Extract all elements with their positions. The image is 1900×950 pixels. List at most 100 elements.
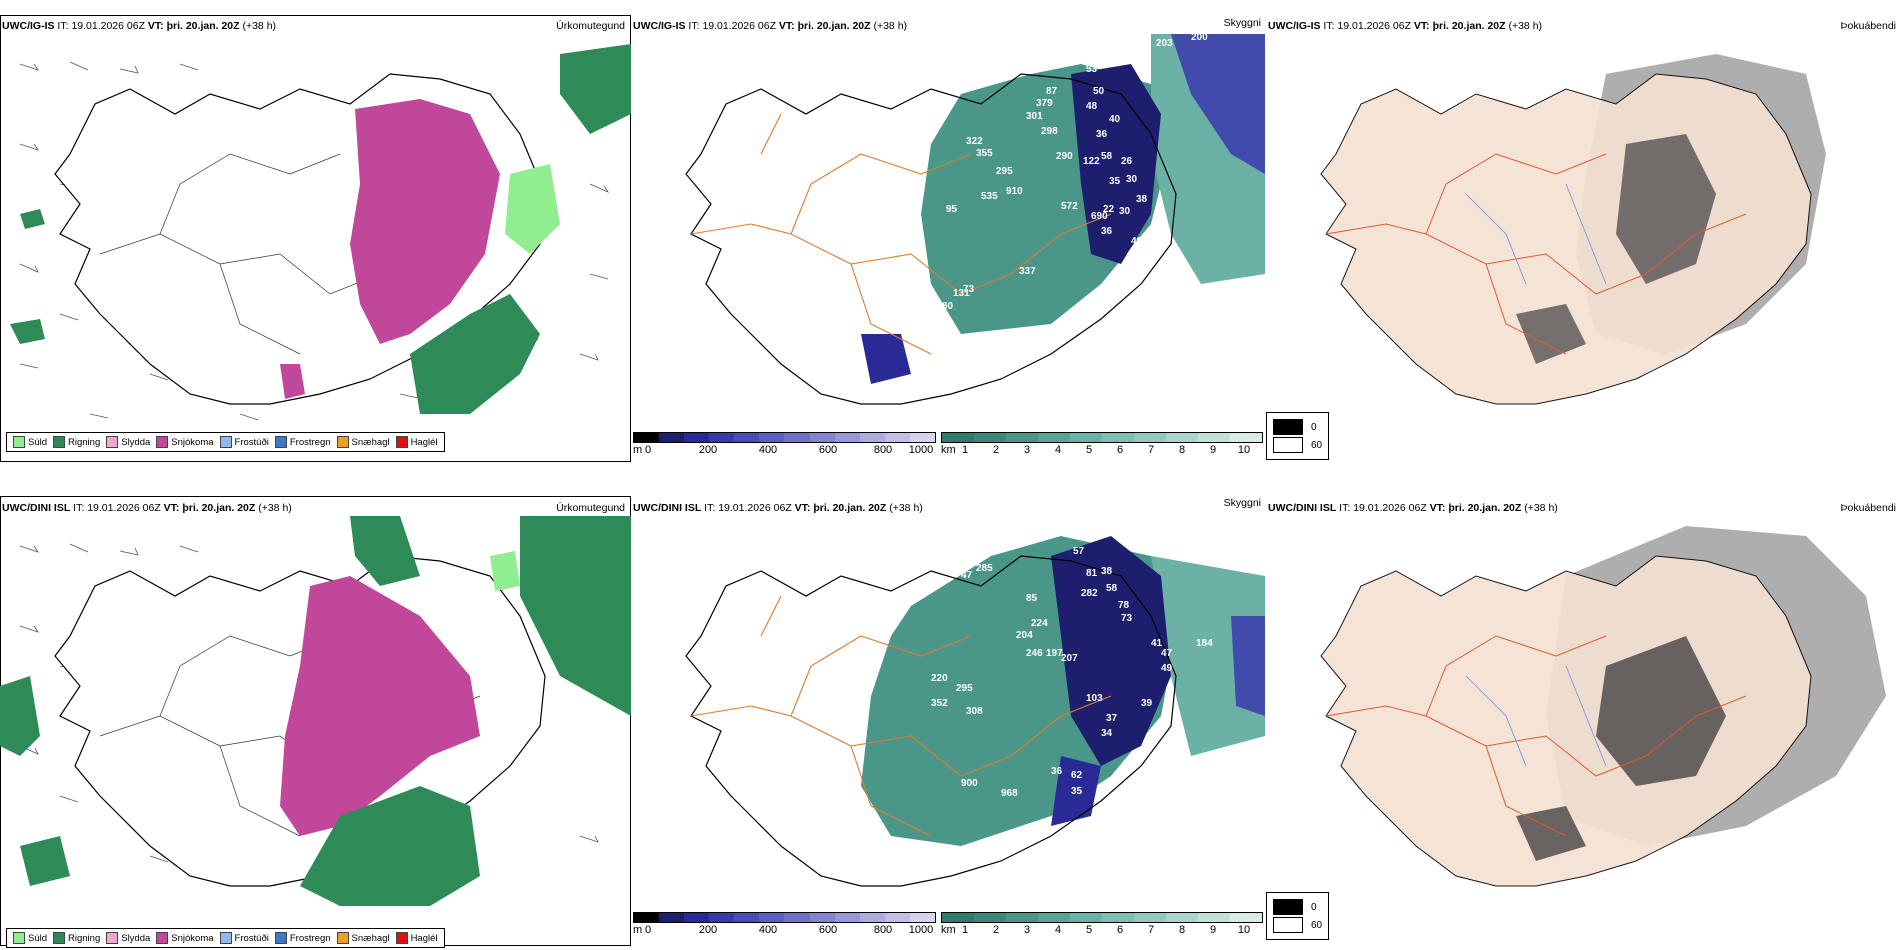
legend-label: Rigning (68, 436, 101, 448)
panel-precip-type-igis: UWC/IG-IS IT: 19.01.2026 06Z VT: þri. 20… (0, 0, 631, 470)
init-time: 19.01.2026 06Z (87, 502, 161, 514)
roads (690, 113, 1112, 355)
init-time: 19.01.2026 06Z (718, 502, 792, 514)
map-frame (0, 15, 631, 462)
tick: 1000 (908, 924, 934, 936)
colorbar-segment (1070, 913, 1102, 922)
cloud-base-label: 26 (1121, 156, 1133, 167)
cloud-base-label: 295 (996, 166, 1013, 177)
model-name: UWC/DINI ISL (633, 502, 702, 514)
visibility-colorbar: km 1 2 3 4 5 6 7 8 9 10 (941, 432, 1263, 460)
colorbar-segment (974, 913, 1006, 922)
legend-swatch (219, 932, 232, 944)
snow-area-south (280, 364, 305, 399)
colorbar-segment (784, 913, 810, 922)
cloud-base-label: 968 (1001, 788, 1018, 799)
colorbar-segment (909, 913, 935, 922)
cloud-base-label: 36 (1096, 129, 1108, 140)
tick: 10 (1237, 924, 1251, 936)
legend-label: Haglél (410, 436, 438, 448)
colorbar-unit: km (941, 444, 956, 456)
cloud-base-label: 900 (961, 778, 978, 789)
tick: 200 (698, 924, 718, 936)
drizzle-area (505, 164, 560, 254)
colorbar-segment (1006, 433, 1038, 442)
colorbar-segment (834, 433, 860, 442)
colorbar-segment (1134, 433, 1166, 442)
legend-item: Slydda (106, 436, 150, 448)
legend-item: Snjókoma (156, 932, 214, 944)
cloud-base-label: 47 (1161, 648, 1173, 659)
cloud-base-label: 290 (1056, 151, 1073, 162)
colorbar-segment (1230, 913, 1262, 922)
fog-dark-patches (1516, 636, 1726, 861)
panel-visibility-igis: UWC/IG-IS IT: 19.01.2026 06Z VT: þri. 20… (631, 0, 1265, 470)
cloud-base-label: 379 (1036, 98, 1053, 109)
colorbar-segment (784, 433, 810, 442)
cloud-base-label: 910 (1006, 186, 1023, 197)
legend-label: Frostúði (234, 932, 269, 944)
fog-map (1320, 526, 1886, 887)
tick: 4 (1054, 444, 1062, 456)
cloud-base-label: 73 (1121, 613, 1133, 624)
legend-label: Frostúði (234, 436, 269, 448)
tick: 5 (1085, 444, 1093, 456)
precip-map (0, 516, 631, 906)
cloud-base-label: 119 (1006, 518, 1023, 529)
colorbar-segment (759, 433, 785, 442)
model-name: UWC/DINI ISL (1268, 502, 1337, 514)
tick: 8 (1178, 444, 1186, 456)
it-label: IT: (57, 20, 69, 32)
tick: 3 (1023, 924, 1031, 936)
cloud-base-label: 58 (1101, 151, 1113, 162)
colorbar-segment (1198, 913, 1230, 922)
colorbar-segment (809, 913, 835, 922)
rain-area-north (560, 44, 631, 134)
valid-time: þri. 20.jan. 20Z (797, 20, 871, 32)
cloud-base-label: 337 (1019, 266, 1036, 277)
cloud-base-label: 36 (1101, 226, 1113, 237)
tick: 7 (1147, 444, 1155, 456)
colorbar-segment (684, 433, 710, 442)
tick: 1 (961, 444, 969, 456)
tick: 0 (644, 924, 652, 936)
precip-type-legend: Súld Rigning Slydda Snjókoma Frostúði Fr… (6, 432, 445, 452)
rain-area-south (300, 786, 480, 906)
fog-swatch-dark (1273, 899, 1303, 915)
cloud-base-label: 81 (1086, 568, 1098, 579)
low-cloud-south (861, 334, 911, 384)
colorbar-segment (659, 433, 685, 442)
snow-area (350, 99, 500, 344)
legend-label: Rigning (68, 932, 101, 944)
roads (1325, 153, 1747, 355)
vt-label: VT: (1413, 20, 1430, 32)
tick: 400 (758, 924, 778, 936)
init-time: 19.01.2026 06Z (702, 20, 776, 32)
cloud-base-label: 35 (1071, 786, 1083, 797)
precip-map (10, 44, 631, 421)
colorbar-segment (759, 913, 785, 922)
cloud-base-label: 572 (1061, 201, 1078, 212)
fog-swatch-light (1273, 437, 1303, 453)
low-cloud-south (1051, 756, 1101, 826)
cloud-base-label: 224 (1031, 618, 1048, 629)
cloud-base-label: 200 (1191, 34, 1208, 43)
fog-legend-label: 60 (1311, 439, 1323, 451)
init-time: 19.01.2026 06Z (71, 20, 145, 32)
panel-header: UWC/IG-IS IT: 19.01.2026 06Z VT: þri. 20… (1268, 20, 1542, 32)
legend-item: Frostúði (219, 436, 269, 448)
roads (690, 595, 1112, 837)
visibility-colorbar: km 1 2 3 4 5 6 7 8 9 10 (941, 912, 1263, 940)
rain-area-west (10, 209, 45, 344)
cloud-base-label: 20 (931, 890, 943, 901)
cloud-base-label: 35 (1109, 176, 1121, 187)
panel-title: Þokuábendi (1840, 20, 1896, 32)
legend-swatch (53, 932, 66, 944)
vt-label: VT: (163, 502, 180, 514)
legend-item: Rigning (53, 932, 100, 944)
tick: 2 (992, 924, 1000, 936)
panel-header: UWC/DINI ISL IT: 19.01.2026 06Z VT: þri.… (1268, 502, 1558, 514)
colorbar-ticks: km 1 2 3 4 5 6 7 8 9 10 (941, 923, 1263, 937)
